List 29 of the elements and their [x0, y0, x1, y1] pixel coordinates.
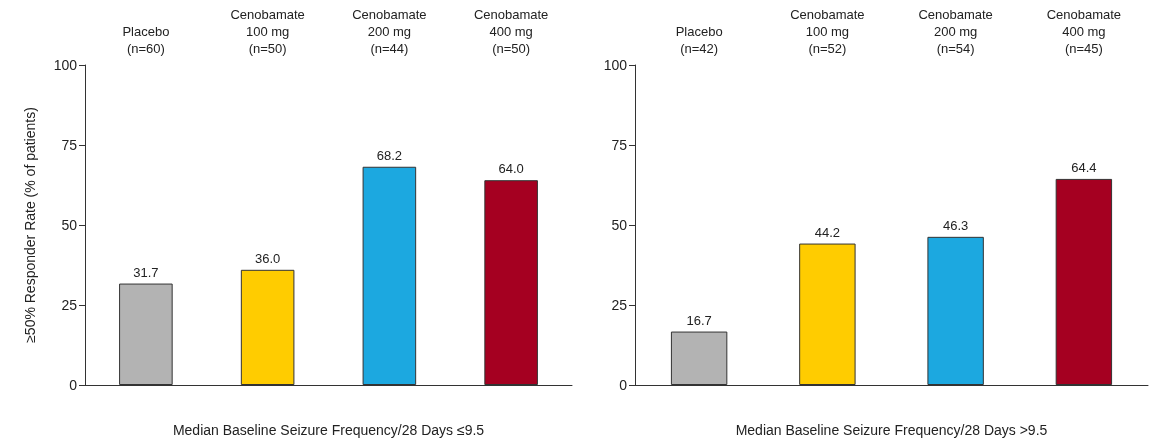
x-axis-title: Median Baseline Seizure Frequency/28 Days >9.5 — [735, 422, 1048, 438]
y-tick-label: 75 — [611, 137, 628, 153]
data-label: 64.4 — [1071, 159, 1097, 175]
data-label: 44.2 — [814, 224, 841, 240]
data-label: 31.7 — [133, 264, 159, 280]
x-tick-label: Cenobamate 400 mg (n=45) — [1046, 7, 1122, 56]
y-tick-label: 25 — [611, 297, 628, 313]
y-tick-label: 25 — [61, 297, 78, 313]
y-tick-label: 50 — [61, 217, 78, 233]
x-tick-label: Cenobamate 200 mg (n=54) — [918, 7, 993, 56]
y-tick-label: 50 — [611, 217, 628, 233]
x-tick-label: Placebo (n=42) — [675, 24, 723, 56]
x-tick-label: Cenobamate 200 mg (n=44) — [352, 7, 427, 56]
y-tick-label: 100 — [53, 57, 78, 73]
data-label: 68.2 — [376, 147, 403, 163]
x-tick-label: Cenobamate 100 mg (n=50) — [230, 7, 305, 56]
y-tick-label: 75 — [61, 137, 78, 153]
x-tick-label: Cenobamate 400 mg (n=50) — [473, 7, 549, 56]
y-tick-label: 0 — [619, 377, 628, 393]
data-label: 36.0 — [254, 250, 281, 266]
data-label: 64.0 — [498, 161, 524, 177]
y-tick-label: 100 — [603, 57, 628, 73]
data-label: 16.7 — [686, 312, 712, 328]
y-tick-label: 0 — [69, 377, 78, 393]
y-axis-title: ≥50% Responder Rate (% of patients) — [22, 107, 38, 343]
x-tick-label: Cenobamate 100 mg (n=52) — [790, 7, 865, 56]
x-tick-label: Placebo (n=60) — [122, 24, 170, 56]
data-label: 46.3 — [942, 217, 969, 233]
x-axis-title: Median Baseline Seizure Frequency/28 Days ≤9.5 — [172, 422, 485, 438]
